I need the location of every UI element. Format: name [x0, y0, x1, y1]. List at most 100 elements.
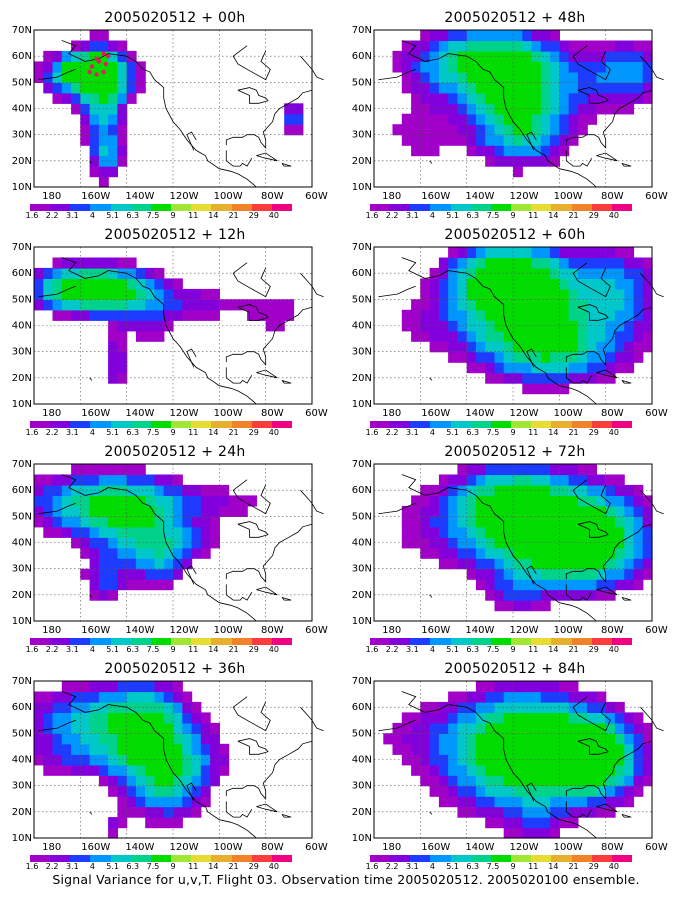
- colorbar-segment: [191, 638, 212, 645]
- map-panel-12h: 2005020512 + 12h 70N 60N 50N 40N 30N 20N 10N 180…: [10, 225, 340, 441]
- observation-point: [101, 69, 106, 75]
- colorbar-segment: [370, 421, 391, 428]
- colorbar: 1.6 2.2 3.1 4 5.1 6.3 7.5 9 11 14 21 29 40: [26, 421, 293, 441]
- colorbar-segment: [70, 421, 91, 428]
- longitude-label: 160W: [421, 191, 450, 202]
- colorbar-label: 4: [89, 645, 96, 654]
- longitude-label: 120W: [170, 625, 199, 636]
- colorbar-segment: [130, 855, 152, 862]
- colorbar-label: 3.1: [405, 211, 419, 220]
- longitude-label: 120W: [510, 408, 539, 419]
- colorbar-segment: [211, 855, 233, 862]
- coastline: [38, 68, 76, 81]
- colorbar-label: 9: [510, 645, 516, 654]
- coastline: [572, 262, 611, 298]
- coastline: [596, 586, 618, 596]
- latitude-label: 40N: [352, 755, 372, 766]
- observation-point: [94, 56, 99, 61]
- colorbar-label: 5.1: [106, 428, 119, 437]
- colorbar-label: 3.1: [405, 645, 419, 654]
- coastline: [232, 45, 271, 81]
- variance-field: [34, 30, 304, 188]
- colorbar-segment: [611, 421, 633, 428]
- colorbar-segment: [611, 855, 633, 862]
- colorbar-label: 29: [588, 862, 599, 871]
- colorbar-segment: [171, 204, 192, 211]
- coastline: [572, 479, 611, 515]
- colorbar-label: 2.2: [385, 862, 399, 871]
- latitude-label: 60N: [352, 702, 372, 713]
- coastline: [38, 719, 76, 732]
- longitude-label: 140W: [465, 191, 494, 202]
- coastline: [621, 814, 632, 818]
- map-frame: [33, 463, 313, 622]
- colorbar-label: 29: [248, 645, 259, 654]
- colorbar-segment: [70, 638, 91, 645]
- colorbar-segment: [490, 855, 512, 862]
- colorbar-segment: [150, 204, 172, 211]
- colorbar-segment: [251, 204, 273, 211]
- map-frame: [373, 29, 653, 188]
- colorbar-segment: [390, 421, 411, 428]
- coastline: [237, 87, 269, 104]
- colorbar-label: 6.3: [126, 428, 140, 437]
- colorbar-label: 40: [608, 862, 619, 871]
- coastline: [577, 87, 609, 104]
- colorbar-segment: [90, 204, 112, 211]
- coastline: [256, 586, 278, 596]
- colorbar-label: 40: [268, 862, 279, 871]
- colorbar-segment: [430, 855, 452, 862]
- colorbar-label: 9: [170, 645, 176, 654]
- map-frame: [373, 463, 653, 622]
- latitude-label: 50N: [352, 511, 372, 522]
- colorbar-label: 29: [588, 211, 599, 220]
- colorbar-label: 29: [588, 645, 599, 654]
- colorbar-segment: [50, 855, 71, 862]
- coastline: [526, 565, 537, 585]
- variance-field: [383, 681, 653, 839]
- colorbar-segment: [271, 421, 293, 428]
- colorbar-label: 21: [228, 211, 239, 220]
- colorbar-segment: [430, 204, 452, 211]
- colorbar-segment: [211, 421, 233, 428]
- longitude-label: 180: [382, 408, 401, 419]
- coastline: [429, 811, 433, 815]
- longitude-label: 160W: [81, 191, 110, 202]
- longitude-label: 100W: [214, 191, 243, 202]
- coastline: [378, 285, 416, 298]
- map-panel-72h: 2005020512 + 72h 70N 60N 50N 40N 30N 20N 10N 180…: [350, 442, 680, 658]
- colorbar-segment: [571, 638, 593, 645]
- colorbar: 1.6 2.2 3.1 4 5.1 6.3 7.5 9 11 14 21 29 40: [366, 638, 633, 658]
- colorbar-label: 14: [548, 862, 559, 871]
- latitude-label: 20N: [352, 156, 372, 167]
- colorbar: 1.6 2.2 3.1 4 5.1 6.3 7.5 9 11 14 21 29 40: [26, 204, 293, 224]
- longitude-label: 140W: [465, 842, 494, 853]
- coastline: [596, 369, 618, 379]
- colorbar-label: 21: [228, 428, 239, 437]
- colorbar-label: 6.3: [126, 862, 140, 871]
- coastline: [281, 814, 292, 818]
- panel-title: 2005020512 + 36h: [104, 661, 246, 677]
- coastline: [596, 152, 618, 162]
- colorbar-label: 14: [548, 645, 559, 654]
- map-panel-60h: 2005020512 + 60h 70N 60N 50N 40N 30N 20N 10N 180…: [350, 225, 680, 441]
- colorbar-label: 11: [528, 211, 539, 220]
- colorbar-segment: [531, 638, 552, 645]
- colorbar-segment: [110, 204, 132, 211]
- colorbar-label: 4: [429, 862, 436, 871]
- latitude-label: 10N: [12, 616, 32, 627]
- colorbar-segment: [531, 421, 552, 428]
- latitude-label: 40N: [12, 104, 32, 115]
- coastline: [429, 377, 433, 381]
- colorbar-label: 11: [188, 211, 199, 220]
- latitude-label: 30N: [12, 781, 32, 792]
- latitude-label: 30N: [352, 130, 372, 141]
- observation-point: [94, 72, 99, 77]
- colorbar-segment: [551, 204, 573, 211]
- map-frame: [373, 680, 653, 839]
- coastline: [61, 40, 257, 188]
- coastline: [186, 131, 197, 151]
- colorbar-segment: [271, 638, 293, 645]
- colorbar-label: 40: [608, 211, 619, 220]
- colorbar-segment: [251, 421, 273, 428]
